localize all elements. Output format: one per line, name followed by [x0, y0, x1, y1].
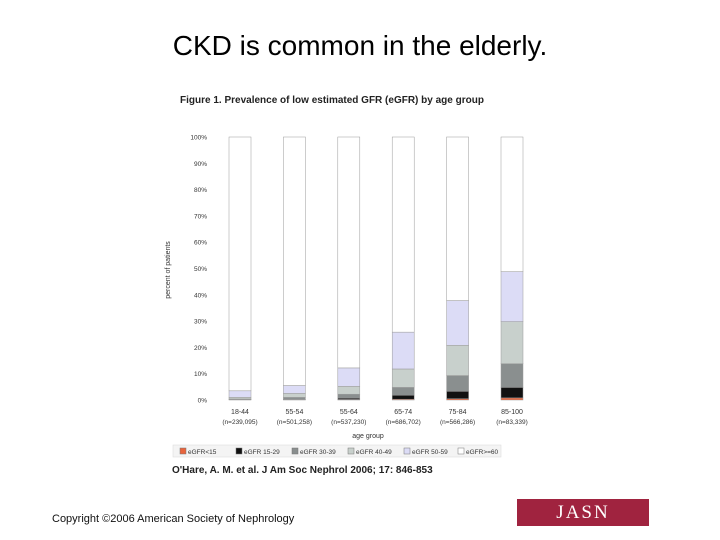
bar-segment	[446, 345, 469, 376]
y-tick-label: 20%	[194, 345, 207, 352]
legend-label: eGFR<15	[188, 449, 217, 456]
copyright: Copyright ©2006 American Society of Neph…	[52, 513, 295, 525]
y-tick-label: 40%	[194, 292, 207, 299]
x-tick-label: 75-84	[449, 409, 467, 416]
bar-segment	[500, 271, 524, 322]
legend-swatch	[291, 447, 299, 455]
legend-swatch	[347, 447, 355, 455]
bar-segment	[391, 136, 415, 333]
bar-segment	[228, 390, 252, 398]
legend-swatch	[235, 447, 243, 455]
x-axis-label: age group	[352, 433, 384, 440]
bar-segment	[446, 300, 469, 346]
bar-segment	[337, 386, 361, 395]
bar-segment	[283, 397, 306, 400]
citation: O'Hare, A. M. et al. J Am Soc Nephrol 20…	[172, 465, 433, 476]
legend-label: eGFR 15-29	[244, 449, 280, 456]
bar-segment	[500, 136, 524, 272]
legend-label: eGFR 50-59	[412, 449, 448, 456]
y-tick-label: 60%	[194, 240, 207, 247]
y-tick-label: 0%	[198, 398, 208, 405]
legend-swatch	[403, 447, 411, 455]
legend-swatch	[457, 447, 465, 455]
y-tick-label: 50%	[194, 266, 207, 273]
x-tick-n-label: (n=686,702)	[386, 419, 421, 426]
stacked-bar-chart: 0% 10% 20% 30% 40% 50% 60% 70% 80% 90% 100% percent…	[165, 135, 528, 458]
bar-segment	[391, 368, 415, 388]
y-tick-label: 80%	[194, 187, 207, 194]
bar-segment	[446, 391, 469, 399]
x-tick-label: 55-54	[285, 409, 303, 416]
bar-segment	[391, 387, 415, 396]
bar-segment	[283, 385, 306, 394]
bar-segment	[337, 367, 361, 387]
bar-segment	[283, 393, 306, 398]
bar-segment	[500, 363, 524, 388]
bar-segment	[337, 136, 361, 369]
legend-box	[172, 444, 502, 458]
bar-segment	[500, 387, 524, 399]
y-axis-label: percent of patients	[165, 241, 172, 299]
bar-segment	[500, 397, 524, 401]
figure-title: Figure 1. Prevalence of low estimated GF…	[180, 95, 484, 106]
x-tick-label: 55-64	[340, 409, 358, 416]
bar-segment	[391, 331, 415, 370]
x-tick-n-label: (n=83,339)	[496, 419, 528, 426]
y-tick-label: 70%	[194, 213, 207, 220]
x-tick-n-label: (n=501,258)	[277, 419, 312, 426]
x-tick-n-label: (n=566,286)	[440, 419, 475, 426]
y-tick-label: 100%	[190, 135, 207, 142]
bar-segment	[446, 136, 469, 301]
legend-label: eGFR 30-39	[300, 449, 336, 456]
bar-segment	[391, 395, 415, 400]
y-tick-label: 10%	[194, 371, 207, 378]
x-tick-label: 18-44	[231, 409, 249, 416]
y-tick-label: 90%	[194, 161, 207, 168]
x-tick-label: 65-74	[394, 409, 412, 416]
x-tick-label: 85-100	[501, 409, 523, 416]
y-tick-label: 30%	[194, 319, 207, 326]
bar-segment	[337, 393, 361, 399]
legend-swatch	[179, 447, 187, 455]
bar-segment	[283, 136, 306, 386]
x-tick-n-label: (n=239,095)	[222, 419, 257, 426]
slide-title: CKD is common in the elderly.	[172, 30, 548, 61]
legend-label: eGFR 40-49	[356, 449, 392, 456]
x-tick-n-label: (n=537,230)	[331, 419, 366, 426]
legend-label: eGFR>=60	[466, 449, 499, 456]
journal-logo: JASN	[517, 499, 649, 526]
bar-segment	[228, 136, 252, 392]
bar-segment	[446, 375, 469, 392]
bar-segment	[500, 321, 524, 364]
